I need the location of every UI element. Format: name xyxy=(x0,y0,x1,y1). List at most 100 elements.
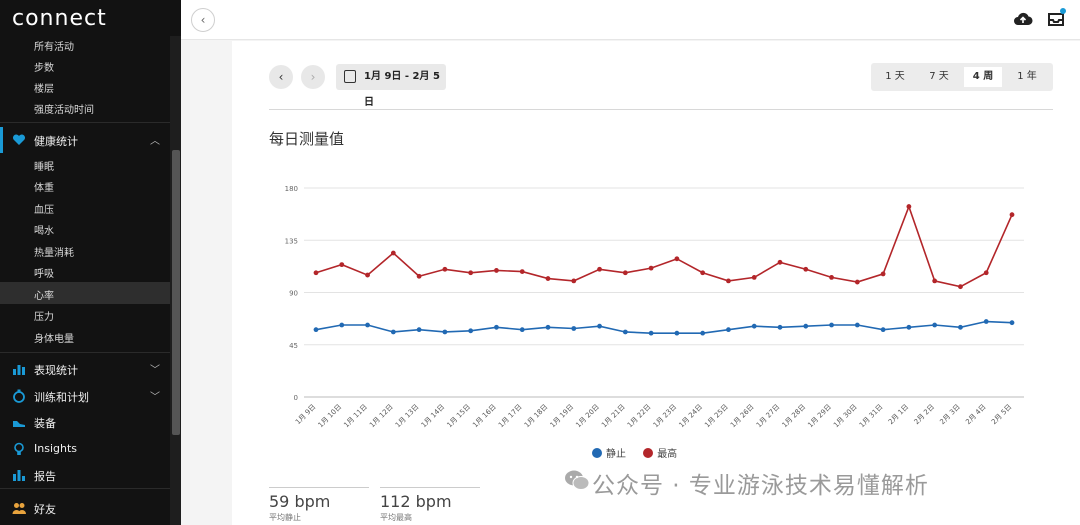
top-bar: ‹ xyxy=(181,0,1080,40)
sidebar-section-label: 健康统计 xyxy=(34,135,78,148)
sidebar-section-insights[interactable]: Insights xyxy=(0,436,170,462)
data-point xyxy=(726,327,731,333)
app-logo[interactable]: connect xyxy=(12,6,107,31)
data-point xyxy=(545,276,551,281)
sidebar-section-label: 表现统计 xyxy=(34,364,78,377)
sidebar-item-calories[interactable]: 热量消耗 xyxy=(34,248,74,259)
sidebar-item-weight[interactable]: 体重 xyxy=(34,183,54,194)
legend-swatch-resting xyxy=(592,448,602,458)
data-point xyxy=(906,204,912,209)
sidebar-section-friends[interactable]: 好友 xyxy=(0,495,170,521)
calendar-icon xyxy=(344,70,356,83)
sidebar-section-label: Insights xyxy=(34,442,78,455)
prev-period-button[interactable]: ‹ xyxy=(269,65,293,89)
chevron-up-icon[interactable]: ︿ xyxy=(150,136,160,147)
period-7-days[interactable]: 7 天 xyxy=(929,71,949,82)
data-point xyxy=(339,262,345,268)
stat-value: 112 bpm xyxy=(380,492,452,511)
data-point xyxy=(751,323,757,329)
data-point xyxy=(519,327,525,333)
x-tick-label: 1月 24日 xyxy=(677,403,704,430)
period-selector: 1 天 7 天 4 周 1 年 xyxy=(871,63,1053,91)
period-4-weeks[interactable]: 4 周 xyxy=(964,67,1002,87)
sidebar-section-health[interactable]: 健康统计 ︿ xyxy=(0,127,170,153)
data-point xyxy=(958,284,963,290)
active-section-indicator xyxy=(0,127,3,153)
data-point xyxy=(571,326,577,331)
sidebar-section-label: 报告 xyxy=(34,470,56,483)
sidebar-item-intensity-minutes[interactable]: 强度活动时间 xyxy=(34,105,94,116)
date-range-picker[interactable]: 1月 9日 - 2月 5日 xyxy=(336,64,446,108)
sidebar-section-performance[interactable]: 表现统计 ﹀ xyxy=(0,356,170,382)
data-point xyxy=(416,273,422,279)
sidebar-item-blood-pressure[interactable]: 血压 xyxy=(34,205,54,216)
data-point xyxy=(983,270,989,276)
series-line xyxy=(315,204,1013,288)
x-tick-label: 1月 11日 xyxy=(342,403,369,430)
stat-label: 平均最高 xyxy=(380,513,412,522)
sidebar-divider xyxy=(0,352,170,353)
sidebar-item-respiration[interactable]: 呼吸 xyxy=(34,269,54,280)
data-point xyxy=(983,319,989,324)
y-tick-label: 135 xyxy=(285,237,298,245)
data-point xyxy=(880,271,886,277)
data-point xyxy=(442,329,448,335)
x-tick-label: 2月 2日 xyxy=(913,403,936,426)
data-point xyxy=(339,322,345,328)
sidebar-item-sleep[interactable]: 睡眠 xyxy=(34,162,54,173)
sidebar-section-gear[interactable]: 装备 xyxy=(0,409,170,435)
sidebar: connect 所有活动 步数 楼层 强度活动时间 健康统计 ︿ 睡眠 体重 血… xyxy=(0,0,181,525)
x-tick-label: 1月 31日 xyxy=(858,403,885,430)
data-point xyxy=(751,275,757,280)
data-point xyxy=(597,266,602,272)
data-point xyxy=(519,269,525,274)
sidebar-section-training[interactable]: 训练和计划 ﹀ xyxy=(0,383,170,409)
cloud-upload-icon[interactable] xyxy=(1013,10,1033,28)
data-point xyxy=(726,278,731,284)
heart-rate-chart: 0 45 90 135 180 1月 9日 1月 10日 1月 11日 1月 12日 1月 13日… xyxy=(285,185,1024,430)
series-line xyxy=(315,320,1013,334)
sidebar-item-all-activities[interactable]: 所有活动 xyxy=(34,42,74,53)
x-tick-label: 1月 9日 xyxy=(294,403,317,426)
next-period-button[interactable]: › xyxy=(301,65,325,89)
data-point xyxy=(313,270,319,276)
sidebar-item-stress[interactable]: 压力 xyxy=(34,312,54,323)
x-tick-label: 1月 30日 xyxy=(832,403,859,430)
sidebar-section-reports[interactable]: 报告 xyxy=(0,462,170,488)
chevron-down-icon[interactable]: ﹀ xyxy=(150,365,160,376)
sidebar-item-steps[interactable]: 步数 xyxy=(34,63,54,74)
data-point xyxy=(803,323,809,329)
period-1-day[interactable]: 1 天 xyxy=(885,71,905,82)
data-point xyxy=(700,270,706,276)
legend-item-max[interactable]: 最高 xyxy=(643,445,677,460)
sidebar-scrollbar-thumb[interactable] xyxy=(172,150,180,435)
chart-legend: 静止 最高 xyxy=(592,445,691,460)
data-point xyxy=(932,322,938,328)
sidebar-active-highlight xyxy=(0,282,170,304)
legend-item-resting[interactable]: 静止 xyxy=(592,445,626,460)
collapse-sidebar-button[interactable]: ‹ xyxy=(191,8,215,32)
sidebar-menu: 所有活动 步数 楼层 强度活动时间 健康统计 ︿ 睡眠 体重 血压 喝水 热量消… xyxy=(0,36,170,525)
inbox-icon[interactable] xyxy=(1047,10,1065,28)
sidebar-item-heart-rate[interactable]: 心率 xyxy=(34,291,54,302)
period-1-year[interactable]: 1 年 xyxy=(1017,71,1037,82)
x-tick-label: 1月 22日 xyxy=(626,403,653,430)
data-point xyxy=(313,327,319,333)
watermark-text: 公众号 · 专业游泳技术易懂解析 xyxy=(592,473,929,499)
x-tick-label: 2月 3日 xyxy=(938,403,961,426)
sidebar-item-body-battery[interactable]: 身体电量 xyxy=(34,334,74,345)
chevron-down-icon[interactable]: ﹀ xyxy=(150,392,160,403)
report-icon xyxy=(13,470,25,481)
shoe-icon xyxy=(13,421,25,427)
data-point xyxy=(777,324,783,330)
x-tick-label: 1月 14日 xyxy=(420,403,447,430)
data-point xyxy=(854,322,860,328)
x-tick-label: 1月 16日 xyxy=(471,403,498,430)
data-point xyxy=(468,328,474,334)
legend-swatch-max xyxy=(643,448,654,458)
x-tick-label: 2月 5日 xyxy=(990,403,1013,426)
sidebar-item-floors[interactable]: 楼层 xyxy=(34,84,54,95)
lightbulb-icon xyxy=(14,442,24,455)
data-point xyxy=(416,327,422,333)
sidebar-item-hydration[interactable]: 喝水 xyxy=(34,226,54,237)
